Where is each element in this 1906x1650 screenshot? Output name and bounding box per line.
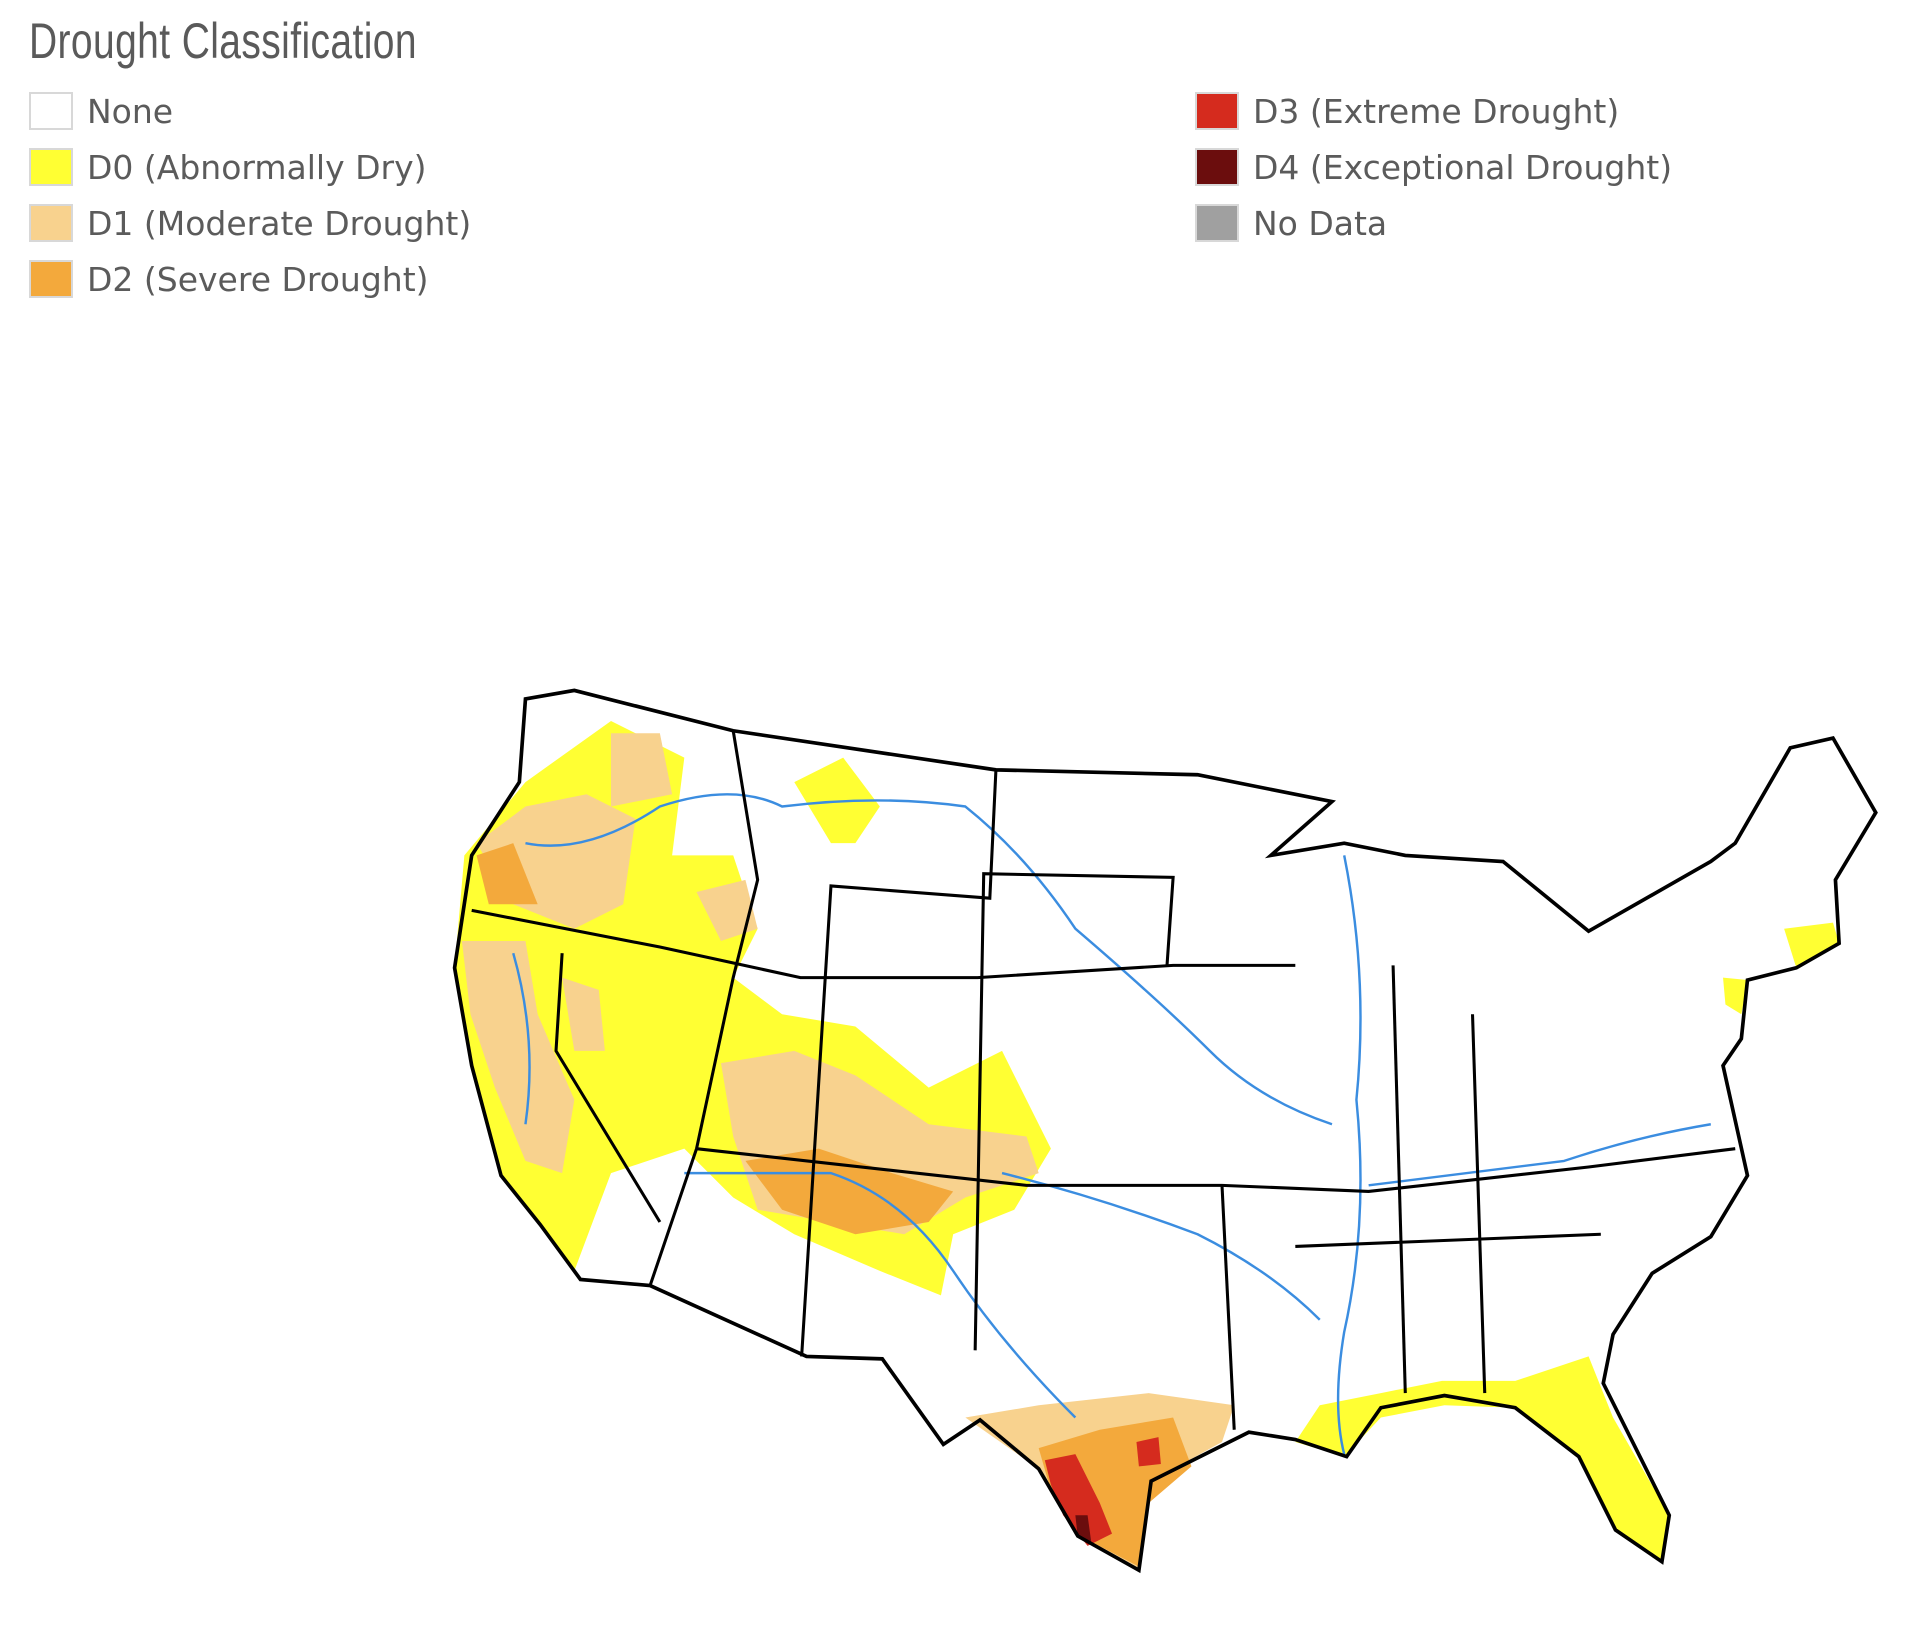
us-map: [452, 688, 1878, 1574]
legend-swatch: [1195, 204, 1239, 242]
border: [554, 953, 662, 1223]
legend-item: No Data: [1195, 200, 1387, 246]
legend-label: D0 (Abnormally Dry): [87, 147, 427, 187]
drought-area: [611, 733, 673, 807]
drought-area: [1044, 1454, 1113, 1546]
legend-label: D1 (Moderate Drought): [87, 203, 472, 243]
land: [454, 690, 1876, 1571]
legend-item: None: [29, 88, 173, 134]
legend-swatch: [29, 260, 73, 298]
legend-item: D0 (Abnormally Dry): [29, 144, 427, 190]
border: [800, 769, 998, 1357]
legend-label: D4 (Exceptional Drought): [1253, 147, 1673, 187]
drought-area: [476, 843, 538, 905]
legend-item: D1 (Moderate Drought): [29, 200, 471, 246]
legend-title: Drought Classification: [29, 13, 417, 69]
legend-label: D2 (Severe Drought): [87, 259, 429, 299]
legend-swatch: [29, 92, 73, 130]
border: [1391, 965, 1407, 1394]
drought-area: [696, 879, 758, 941]
river: [684, 1171, 1077, 1419]
border: [648, 730, 760, 1287]
drought-area: [461, 940, 575, 1174]
legend-swatch: [29, 204, 73, 242]
legend-label: None: [87, 91, 174, 131]
drought-area: [1136, 1437, 1161, 1467]
d3-areas: [1044, 1437, 1161, 1546]
drought-area: [1784, 922, 1840, 968]
border: [1470, 1014, 1487, 1394]
legend-swatch: [1195, 148, 1239, 186]
legend-swatch: [1195, 92, 1239, 130]
legend-item: D3 (Extreme Drought): [1195, 88, 1619, 134]
drought-area: [562, 977, 605, 1051]
rivers: [512, 793, 1712, 1455]
border: [973, 872, 1175, 1351]
legend-label: D3 (Extreme Drought): [1253, 91, 1620, 131]
river: [1001, 1171, 1321, 1321]
state-borders: [471, 730, 1736, 1430]
drought-area: [1723, 977, 1748, 1015]
land-outline: [452, 688, 1878, 1574]
legend-item: D2 (Severe Drought): [29, 256, 429, 302]
legend-label: No Data: [1253, 203, 1388, 243]
legend-item: D4 (Exceptional Drought): [1195, 144, 1672, 190]
river: [525, 793, 1333, 1126]
river: [1368, 1123, 1712, 1187]
border: [1295, 1232, 1601, 1248]
river: [512, 952, 531, 1125]
border: [696, 1147, 1736, 1193]
border: [471, 908, 1296, 980]
legend-swatch: [29, 148, 73, 186]
border: [1220, 1185, 1236, 1430]
